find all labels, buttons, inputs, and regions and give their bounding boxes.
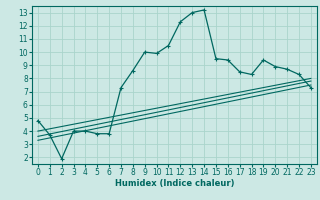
X-axis label: Humidex (Indice chaleur): Humidex (Indice chaleur) bbox=[115, 179, 234, 188]
